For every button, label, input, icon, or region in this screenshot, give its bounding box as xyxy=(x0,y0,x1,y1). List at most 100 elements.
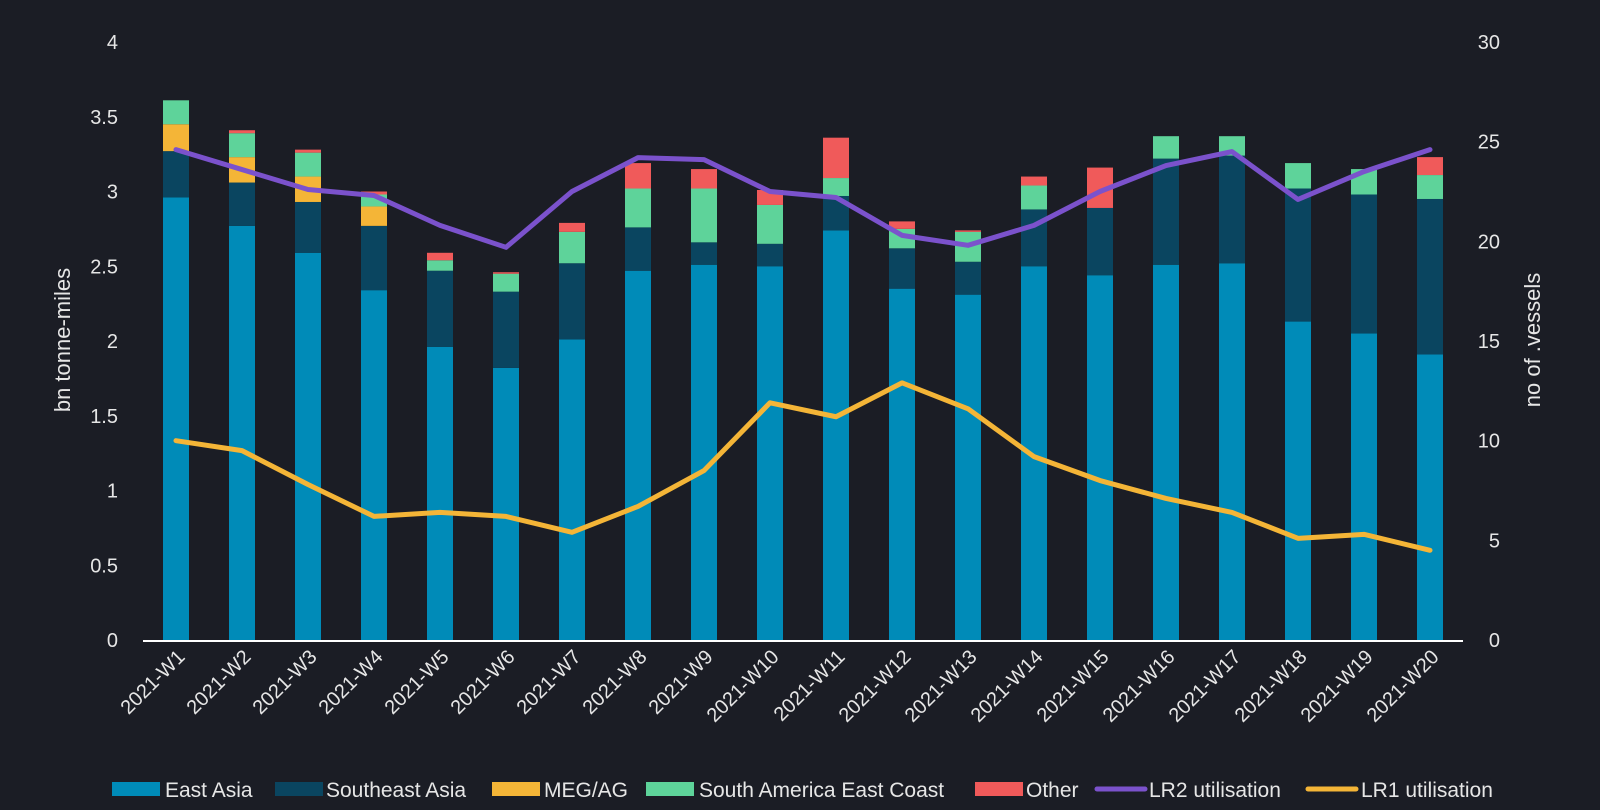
left-axis-title: bn tonne-miles xyxy=(50,268,75,412)
bar-southeast-asia-4 xyxy=(361,225,387,291)
x-tick-label: 2021-W7 xyxy=(513,646,586,719)
legend-swatch xyxy=(275,782,323,796)
bar-southeast-asia-7 xyxy=(559,263,585,340)
bar-southeast-asia-3 xyxy=(295,201,321,253)
legend-swatch xyxy=(492,782,540,796)
bar-other-12 xyxy=(889,221,915,229)
bar-southeast-asia-8 xyxy=(625,227,651,271)
right-y-tick: 20 xyxy=(1478,231,1500,253)
bars-layer xyxy=(163,100,1443,641)
right-y-ticks: 0 5 10 15 20 25 30 xyxy=(1478,32,1500,652)
left-y-tick: 2.5 xyxy=(90,256,118,278)
x-tick-label: 2021-W6 xyxy=(447,646,520,719)
bar-east-asia-6 xyxy=(493,367,519,640)
bar-east-asia-9 xyxy=(691,264,717,640)
bar-other-6 xyxy=(493,272,519,274)
left-y-tick: 4 xyxy=(107,32,118,54)
bar-south-america-east-coast-1 xyxy=(163,100,189,125)
bar-south-america-east-coast-9 xyxy=(691,188,717,243)
x-tick-label: 2021-W8 xyxy=(579,646,652,719)
right-y-tick: 30 xyxy=(1478,32,1500,54)
left-y-tick: 1.5 xyxy=(90,406,118,428)
bar-east-asia-20 xyxy=(1417,354,1443,640)
bar-east-asia-15 xyxy=(1087,275,1113,640)
bar-other-20 xyxy=(1417,157,1443,176)
bar-other-7 xyxy=(559,222,585,232)
left-y-tick: 0 xyxy=(107,630,118,652)
bar-meg-ag-1 xyxy=(163,124,189,152)
x-tick-label: 2021-W10 xyxy=(703,646,784,727)
x-tick-label: 2021-W5 xyxy=(381,646,454,719)
bar-southeast-asia-20 xyxy=(1417,198,1443,355)
bar-south-america-east-coast-16 xyxy=(1153,136,1179,159)
left-y-ticks: 0 0.5 1 1.5 2 2.5 3 3.5 4 xyxy=(90,32,118,652)
bar-east-asia-16 xyxy=(1153,264,1179,640)
bar-south-america-east-coast-7 xyxy=(559,231,585,264)
bar-other-8 xyxy=(625,163,651,189)
x-tick-label: 2021-W2 xyxy=(183,646,256,719)
legend-swatch xyxy=(646,782,694,796)
legend-label: LR2 utilisation xyxy=(1149,779,1281,802)
legend-label: LR1 utilisation xyxy=(1361,779,1493,802)
right-y-tick: 15 xyxy=(1478,331,1500,353)
bar-east-asia-10 xyxy=(757,266,783,640)
bar-southeast-asia-19 xyxy=(1351,194,1377,334)
bar-east-asia-4 xyxy=(361,290,387,640)
bar-east-asia-14 xyxy=(1021,266,1047,640)
bar-east-asia-17 xyxy=(1219,263,1245,640)
bar-south-america-east-coast-18 xyxy=(1285,163,1311,189)
right-y-tick: 10 xyxy=(1478,431,1500,453)
right-y-tick: 0 xyxy=(1489,630,1500,652)
bar-south-america-east-coast-6 xyxy=(493,273,519,292)
bar-south-america-east-coast-2 xyxy=(229,133,255,158)
bar-southeast-asia-15 xyxy=(1087,207,1113,276)
bar-south-america-east-coast-5 xyxy=(427,260,453,271)
bar-other-2 xyxy=(229,130,255,134)
left-y-tick: 3 xyxy=(107,182,118,204)
bar-other-14 xyxy=(1021,176,1047,186)
legend-label: Other xyxy=(1026,779,1079,802)
bar-other-11 xyxy=(823,137,849,179)
left-y-tick: 1 xyxy=(107,481,118,503)
legend-label: Southeast Asia xyxy=(326,779,466,802)
right-axis-title: no of .vessels xyxy=(1520,273,1545,408)
bar-south-america-east-coast-14 xyxy=(1021,185,1047,210)
line-lr1-utilisation xyxy=(173,380,1433,553)
left-y-tick: 0.5 xyxy=(90,555,118,577)
bar-southeast-asia-6 xyxy=(493,291,519,368)
bar-southeast-asia-13 xyxy=(955,261,981,295)
bar-east-asia-18 xyxy=(1285,321,1311,640)
bar-east-asia-5 xyxy=(427,346,453,640)
line-lr2-utilisation xyxy=(173,147,1433,250)
bar-south-america-east-coast-10 xyxy=(757,204,783,244)
bar-east-asia-19 xyxy=(1351,333,1377,640)
bar-southeast-asia-12 xyxy=(889,248,915,289)
legend-swatch xyxy=(975,782,1023,796)
legend-label: South America East Coast xyxy=(699,779,944,802)
legend-swatch xyxy=(112,782,160,796)
bar-east-asia-12 xyxy=(889,288,915,640)
x-tick-label: 2021-W3 xyxy=(249,646,322,719)
bar-south-america-east-coast-3 xyxy=(295,152,321,177)
bar-southeast-asia-18 xyxy=(1285,188,1311,322)
bar-southeast-asia-2 xyxy=(229,182,255,226)
lines-layer xyxy=(173,147,1433,553)
bar-other-9 xyxy=(691,169,717,189)
bar-south-america-east-coast-11 xyxy=(823,178,849,196)
left-y-tick: 3.5 xyxy=(90,107,118,129)
bar-other-3 xyxy=(295,149,321,153)
bar-other-13 xyxy=(955,230,981,232)
legend-label: East Asia xyxy=(165,779,253,802)
bar-east-asia-3 xyxy=(295,252,321,641)
x-tick-label: 2021-W4 xyxy=(315,646,388,719)
bar-south-america-east-coast-8 xyxy=(625,188,651,228)
right-y-tick: 25 xyxy=(1478,132,1500,154)
bar-southeast-asia-10 xyxy=(757,243,783,267)
right-y-tick: 5 xyxy=(1489,530,1500,552)
bar-other-5 xyxy=(427,252,453,261)
bar-east-asia-7 xyxy=(559,339,585,640)
x-tick-label: 2021-W1 xyxy=(117,646,190,719)
bar-east-asia-13 xyxy=(955,294,981,640)
bar-southeast-asia-17 xyxy=(1219,155,1245,264)
